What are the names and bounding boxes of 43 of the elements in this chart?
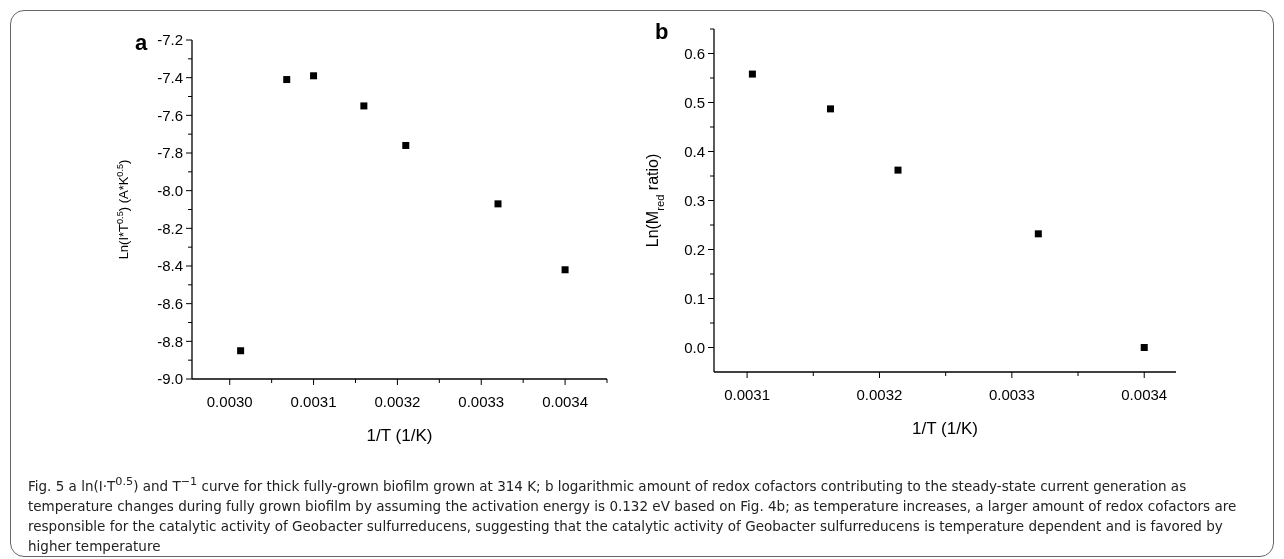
x-tick-label: 0.0032 xyxy=(856,386,903,403)
x-tick-label: 0.0033 xyxy=(988,386,1035,403)
y-tick-label: 0.2 xyxy=(684,240,705,258)
y-tick-label: 0.1 xyxy=(684,289,705,307)
point xyxy=(283,76,291,84)
x-tick-label: 0.0034 xyxy=(1121,386,1168,403)
y-tick-label: -8.4 xyxy=(157,257,183,275)
x-tick-label: 0.0030 xyxy=(206,393,253,410)
x-tick-label: 0.0034 xyxy=(542,393,589,410)
y-tick-label: -7.8 xyxy=(157,144,183,162)
x-tick-label: 0.0031 xyxy=(290,393,337,410)
point xyxy=(1034,230,1042,238)
chart-title: b xyxy=(655,19,669,44)
y-tick-label: 0.3 xyxy=(684,191,705,209)
point xyxy=(237,347,245,355)
point xyxy=(748,70,756,78)
point xyxy=(826,105,834,113)
y-tick-label: -8.6 xyxy=(157,294,183,312)
y-tick-label: 0.0 xyxy=(684,338,705,356)
y-tick-label: -7.4 xyxy=(157,68,183,86)
chart-title: a xyxy=(135,30,148,55)
y-tick-label: -7.2 xyxy=(157,31,183,49)
y-tick-label: -8.0 xyxy=(157,181,183,199)
y-tick-label: 0.4 xyxy=(684,142,705,160)
point xyxy=(402,141,410,149)
point xyxy=(561,266,569,274)
point xyxy=(360,102,368,110)
x-axis-title: 1/T (1/K) xyxy=(912,419,978,438)
caption: Fig. 5 a ln(I·T$^{0.5}$) and T$^{−1}$ curve for thick fully-grown biofilm grown at 314 K; b logarithmic amount of redox cofactors contributing to the steady-state current generation as temperature changes during fully grown biofilm by assuming the activation energy is 0.132 eV based on Fig. 4b; as temperature increases, a larger amount of redox cofactors are responsible for the catalytic activity of Geobacter sulfurreducens, suggesting that the catalytic activity of Geobacter sulfurreducens is temperature dependent and is favored by higher temperature xyxy=(28,474,1238,556)
y-tick-label: -7.6 xyxy=(157,106,183,124)
point xyxy=(310,72,318,80)
point xyxy=(1140,344,1148,351)
x-tick-label: 0.0031 xyxy=(724,386,771,403)
y-tick-label: 0.5 xyxy=(684,93,705,111)
y-tick-label: -8.8 xyxy=(157,332,183,350)
y-tick-label: 0.6 xyxy=(684,44,705,62)
x-tick-label: 0.0032 xyxy=(374,393,421,410)
y-tick-label: -9.0 xyxy=(157,370,183,388)
y-tick-label: -8.2 xyxy=(157,219,183,237)
point xyxy=(494,200,502,208)
x-tick-label: 0.0033 xyxy=(458,393,505,410)
x-axis-title: 1/T (1/K) xyxy=(366,426,433,445)
point xyxy=(894,166,902,174)
